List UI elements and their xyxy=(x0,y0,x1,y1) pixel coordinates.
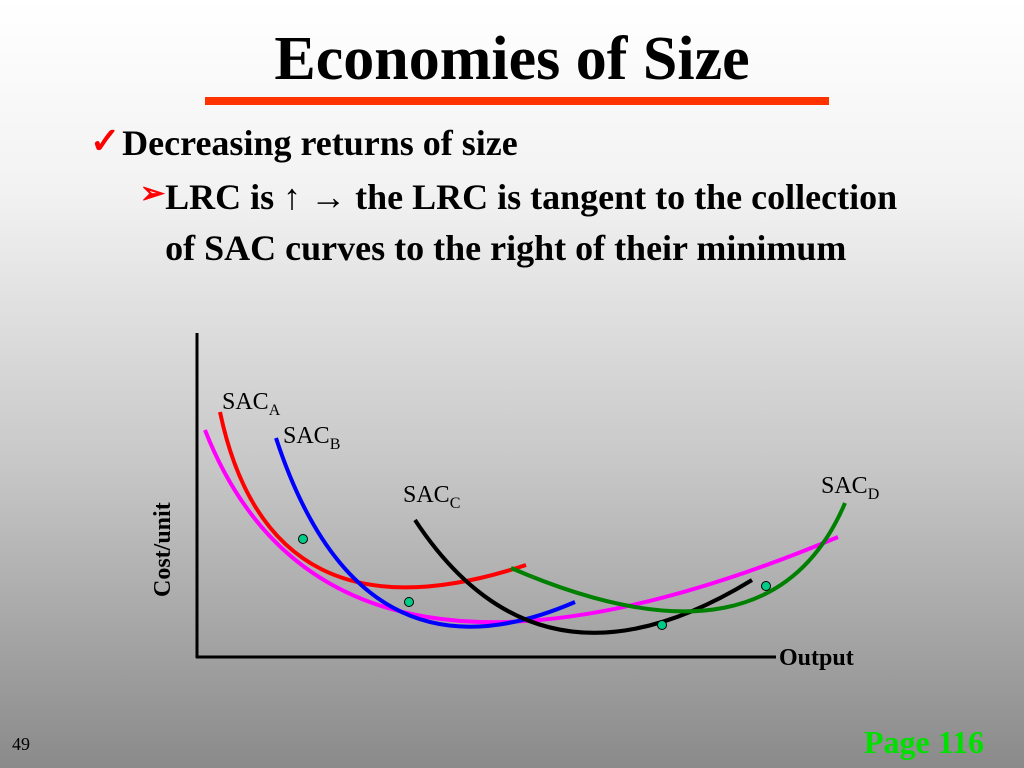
lrc-curve xyxy=(203,429,839,625)
arrow-bullet-icon: ➢ xyxy=(140,177,166,210)
x-axis-label: Output xyxy=(779,645,854,671)
sac-c-label: SACC xyxy=(403,482,460,512)
bullet2-text: LRC is ↑ → the LRC is tangent to the col… xyxy=(165,177,898,269)
sac-b-label: SACB xyxy=(283,423,340,453)
sac-d-label: SACD xyxy=(821,473,879,503)
bullet-lrc-tangent: ➢ LRC is ↑ → the LRC is tangent to the c… xyxy=(140,172,900,274)
tangent-point-b xyxy=(404,597,414,607)
sac-a-label: SACA xyxy=(222,389,281,419)
y-axis-label: Cost/unit xyxy=(150,502,176,597)
tangent-point-c xyxy=(657,620,667,630)
sac-a-curve xyxy=(218,411,527,590)
bullet1-text: Decreasing returns of size xyxy=(122,123,518,163)
sac-d-curve xyxy=(510,502,847,614)
page-reference: Page 116 xyxy=(864,724,984,760)
slide-number: 49 xyxy=(12,734,30,754)
title-underline xyxy=(205,97,829,105)
tangent-point-a xyxy=(298,534,308,544)
sac-b-curve xyxy=(274,437,576,629)
tangent-point-d xyxy=(761,581,771,591)
slide-title: Economies of Size xyxy=(274,25,750,93)
check-icon: ✓ xyxy=(90,121,121,161)
bullet-decreasing-returns: ✓ Decreasing returns of size xyxy=(90,121,518,165)
